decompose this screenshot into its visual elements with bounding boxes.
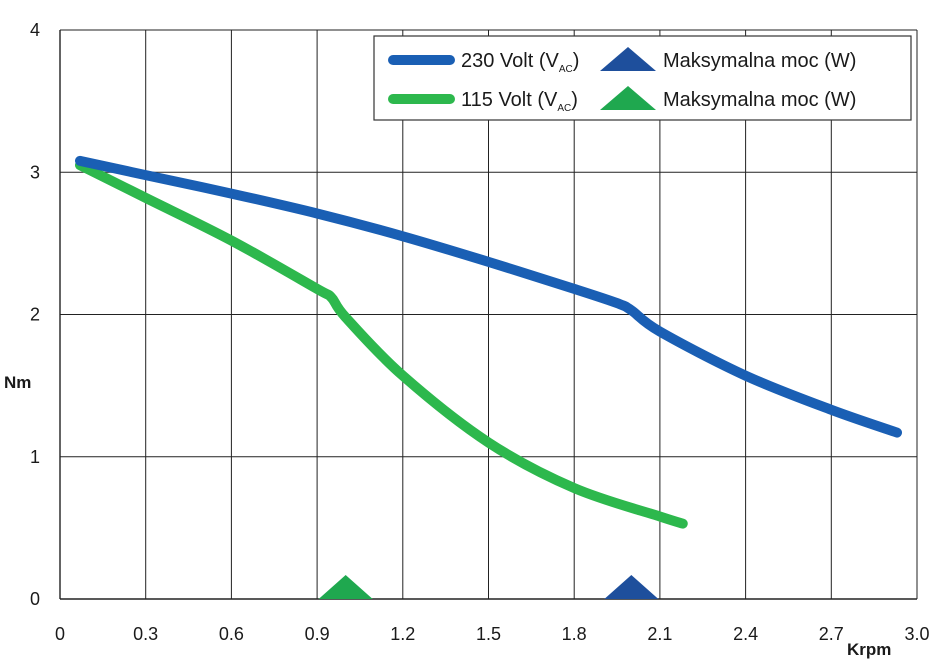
x-tick-label: 1.8 (562, 624, 587, 644)
x-tick-label: 0 (55, 624, 65, 644)
y-tick-label: 3 (30, 162, 40, 182)
x-tick-label: 1.5 (476, 624, 501, 644)
x-tick-label: 0.6 (219, 624, 244, 644)
max-power-markers (318, 575, 659, 599)
x-tick-label: 3.0 (904, 624, 929, 644)
y-tick-label: 0 (30, 589, 40, 609)
series-line-115v (74, 160, 688, 529)
series-line-230v (74, 155, 903, 438)
y-tick-label: 4 (30, 20, 40, 40)
tick-labels: 0 0.3 0.6 0.9 1.2 1.5 1.8 2.1 2.4 2.7 3.0 0 1 2 3 4 (30, 20, 930, 644)
legend-marker-230v (600, 47, 656, 71)
legend-marker-label-230v: Maksymalna moc (W) (663, 50, 856, 72)
x-tick-label: 2.7 (819, 624, 844, 644)
x-tick-label: 2.4 (733, 624, 758, 644)
x-tick-label: 0.3 (133, 624, 158, 644)
legend-marker-label-115v: Maksymalna moc (W) (663, 89, 856, 111)
x-tick-label: 2.1 (647, 624, 672, 644)
x-axis-label: Krpm (847, 640, 891, 659)
y-tick-label: 1 (30, 447, 40, 467)
legend: 230 Volt (VAC) Maksymalna moc (W)115 Volt… (373, 35, 912, 121)
series-lines (74, 155, 903, 529)
y-tick-label: 2 (30, 305, 40, 325)
x-tick-label: 1.2 (390, 624, 415, 644)
legend-marker-115v (600, 86, 656, 110)
grid (59, 29, 918, 600)
x-tick-label: 0.9 (305, 624, 330, 644)
max-power-marker-115v (318, 575, 373, 599)
max-power-marker-230v (604, 575, 659, 599)
y-axis-label: Nm (4, 373, 31, 392)
